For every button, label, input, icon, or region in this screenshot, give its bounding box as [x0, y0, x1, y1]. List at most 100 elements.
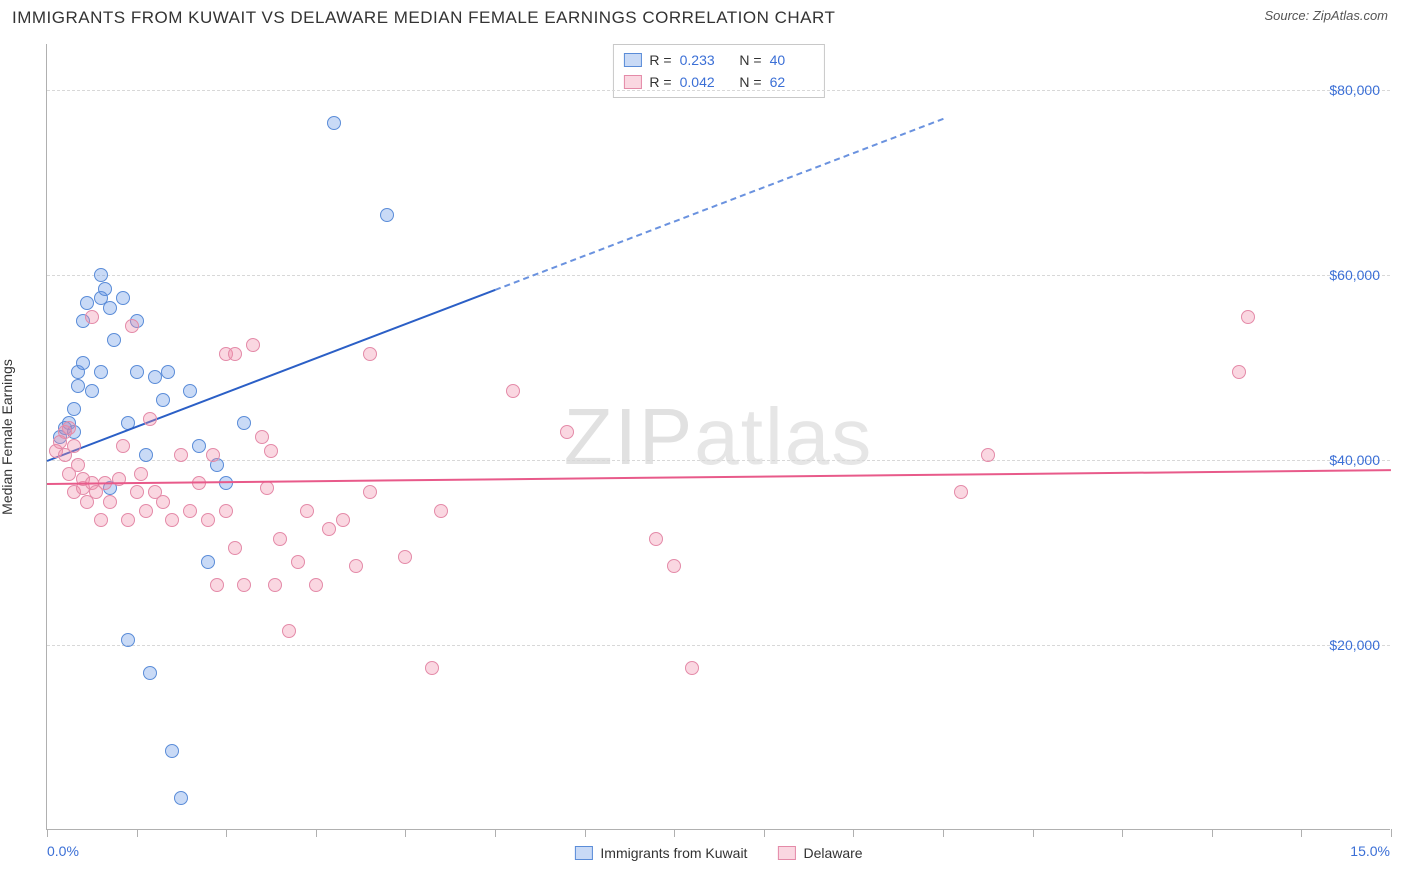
data-point: [685, 661, 699, 675]
xtick: [764, 829, 765, 837]
data-point: [107, 333, 121, 347]
data-point: [134, 467, 148, 481]
trend-line: [47, 289, 496, 462]
data-point: [183, 384, 197, 398]
gridline: [47, 645, 1390, 646]
data-point: [300, 504, 314, 518]
xtick: [47, 829, 48, 837]
data-point: [139, 504, 153, 518]
data-point: [94, 513, 108, 527]
xtick: [853, 829, 854, 837]
chart-plot-area: Median Female Earnings ZIPatlas R = 0.23…: [46, 44, 1390, 830]
trend-line: [47, 469, 1391, 485]
data-point: [206, 448, 220, 462]
yaxis-title: Median Female Earnings: [0, 359, 15, 515]
legend-swatch: [574, 846, 592, 860]
data-point: [506, 384, 520, 398]
data-point: [165, 744, 179, 758]
legend-item: Immigrants from Kuwait: [574, 845, 747, 861]
data-point: [156, 495, 170, 509]
data-point: [103, 495, 117, 509]
data-point: [71, 379, 85, 393]
data-point: [201, 513, 215, 527]
data-point: [309, 578, 323, 592]
data-point: [80, 296, 94, 310]
trend-line: [495, 118, 944, 291]
data-point: [148, 370, 162, 384]
xtick: [495, 829, 496, 837]
xtick: [137, 829, 138, 837]
data-point: [174, 791, 188, 805]
data-point: [363, 347, 377, 361]
data-point: [116, 291, 130, 305]
data-point: [260, 481, 274, 495]
data-point: [62, 421, 76, 435]
data-point: [139, 448, 153, 462]
series-legend: Immigrants from Kuwait Delaware: [574, 845, 862, 861]
ytick-label: $80,000: [1329, 82, 1380, 98]
data-point: [246, 338, 260, 352]
xtick: [405, 829, 406, 837]
legend-stats-row: R = 0.233 N = 40: [623, 49, 813, 71]
data-point: [264, 444, 278, 458]
data-point: [363, 485, 377, 499]
data-point: [98, 282, 112, 296]
data-point: [121, 633, 135, 647]
ytick-label: $20,000: [1329, 637, 1380, 653]
stat-n-label: N =: [730, 49, 764, 71]
data-point: [425, 661, 439, 675]
xtick: [674, 829, 675, 837]
chart-title: IMMIGRANTS FROM KUWAIT VS DELAWARE MEDIA…: [12, 8, 835, 28]
data-point: [76, 356, 90, 370]
data-point: [210, 578, 224, 592]
data-point: [130, 485, 144, 499]
stat-n-value: 40: [770, 49, 814, 71]
data-point: [156, 393, 170, 407]
data-point: [201, 555, 215, 569]
data-point: [116, 439, 130, 453]
xtick: [1301, 829, 1302, 837]
data-point: [398, 550, 412, 564]
data-point: [94, 268, 108, 282]
legend-item: Delaware: [777, 845, 862, 861]
data-point: [85, 384, 99, 398]
data-point: [192, 439, 206, 453]
stat-r-label: R =: [647, 49, 673, 71]
data-point: [165, 513, 179, 527]
data-point: [667, 559, 681, 573]
xtick: [585, 829, 586, 837]
xaxis-max-label: 15.0%: [1350, 843, 1390, 859]
source-label: Source: ZipAtlas.com: [1264, 8, 1394, 23]
data-point: [228, 541, 242, 555]
data-point: [183, 504, 197, 518]
xtick: [1212, 829, 1213, 837]
data-point: [1241, 310, 1255, 324]
data-point: [71, 458, 85, 472]
data-point: [161, 365, 175, 379]
data-point: [954, 485, 968, 499]
legend-label: Delaware: [803, 845, 862, 861]
data-point: [219, 504, 233, 518]
watermark: ZIPatlas: [564, 391, 873, 483]
data-point: [322, 522, 336, 536]
gridline: [47, 90, 1390, 91]
legend-swatch: [623, 53, 641, 67]
data-point: [273, 532, 287, 546]
data-point: [228, 347, 242, 361]
data-point: [94, 365, 108, 379]
data-point: [349, 559, 363, 573]
data-point: [434, 504, 448, 518]
xtick: [1033, 829, 1034, 837]
data-point: [174, 448, 188, 462]
data-point: [560, 425, 574, 439]
data-point: [121, 513, 135, 527]
data-point: [380, 208, 394, 222]
data-point: [1232, 365, 1246, 379]
stat-r-value: 0.233: [680, 49, 724, 71]
xtick: [1391, 829, 1392, 837]
legend-swatch: [623, 75, 641, 89]
data-point: [255, 430, 269, 444]
xtick: [1122, 829, 1123, 837]
data-point: [981, 448, 995, 462]
data-point: [125, 319, 139, 333]
